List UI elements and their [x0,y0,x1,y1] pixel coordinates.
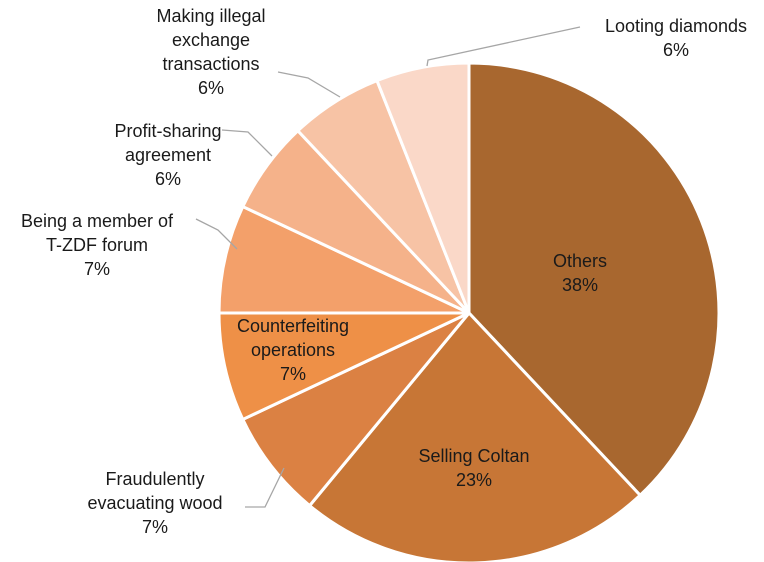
data-label-3-line-0: Counterfeiting [237,316,349,336]
slices [217,61,721,562]
data-label-7-line-1: 6% [663,40,689,60]
leader-lines [195,26,581,508]
data-label-3: Counterfeiting operations 7% [237,316,349,384]
data-label-0-line-0: Others [553,251,607,271]
data-label-1: Selling Coltan 23% [418,446,529,490]
leader-line-7 [426,26,581,67]
leader-line-4 [195,218,238,250]
data-label-1-line-0: Selling Coltan [418,446,529,466]
pie-slice-7 [375,61,471,315]
data-label-7-line-0: Looting diamonds [605,16,747,36]
data-label-4-line-1: T-ZDF forum [46,235,148,255]
data-label-3-line-1: operations [251,340,335,360]
leader-line-5 [221,129,273,157]
data-label-5-line-0: Profit-sharing [114,121,221,141]
leader-line-6 [277,71,341,98]
data-label-2-line-1: evacuating wood [87,493,222,513]
pie-slice-4 [217,205,471,315]
data-labels: Others 38% Selling Coltan 23% Fraudulently ev… [21,6,747,537]
leader-line-2 [245,467,285,508]
data-label-5: Profit-sharing agreement 6% [114,121,221,189]
pie-slice-1 [308,311,642,562]
data-label-7: Looting diamonds 6% [605,16,747,60]
data-label-2-line-2: 7% [142,517,168,537]
data-label-4: Being a member of T-ZDF forum 7% [21,211,174,279]
data-label-2: Fraudulently evacuating wood 7% [87,469,222,537]
data-label-6: Making illegal exchange transactions 6% [156,6,265,98]
data-label-6-line-2: transactions [162,54,259,74]
data-label-5-line-1: agreement [125,145,211,165]
pie-slice-3 [217,311,471,421]
data-label-4-line-0: Being a member of [21,211,174,231]
data-label-4-line-2: 7% [84,259,110,279]
data-label-6-line-3: 6% [198,78,224,98]
data-label-5-line-2: 6% [155,169,181,189]
data-label-0: Others 38% [553,251,607,295]
data-label-6-line-1: exchange [172,30,250,50]
pie-slice-0 [467,61,721,497]
data-label-0-line-1: 38% [562,275,598,295]
data-label-1-line-1: 23% [456,470,492,490]
pie-slice-2 [241,311,471,508]
data-label-6-line-0: Making illegal [156,6,265,26]
data-label-3-line-2: 7% [280,364,306,384]
data-label-2-line-0: Fraudulently [105,469,204,489]
